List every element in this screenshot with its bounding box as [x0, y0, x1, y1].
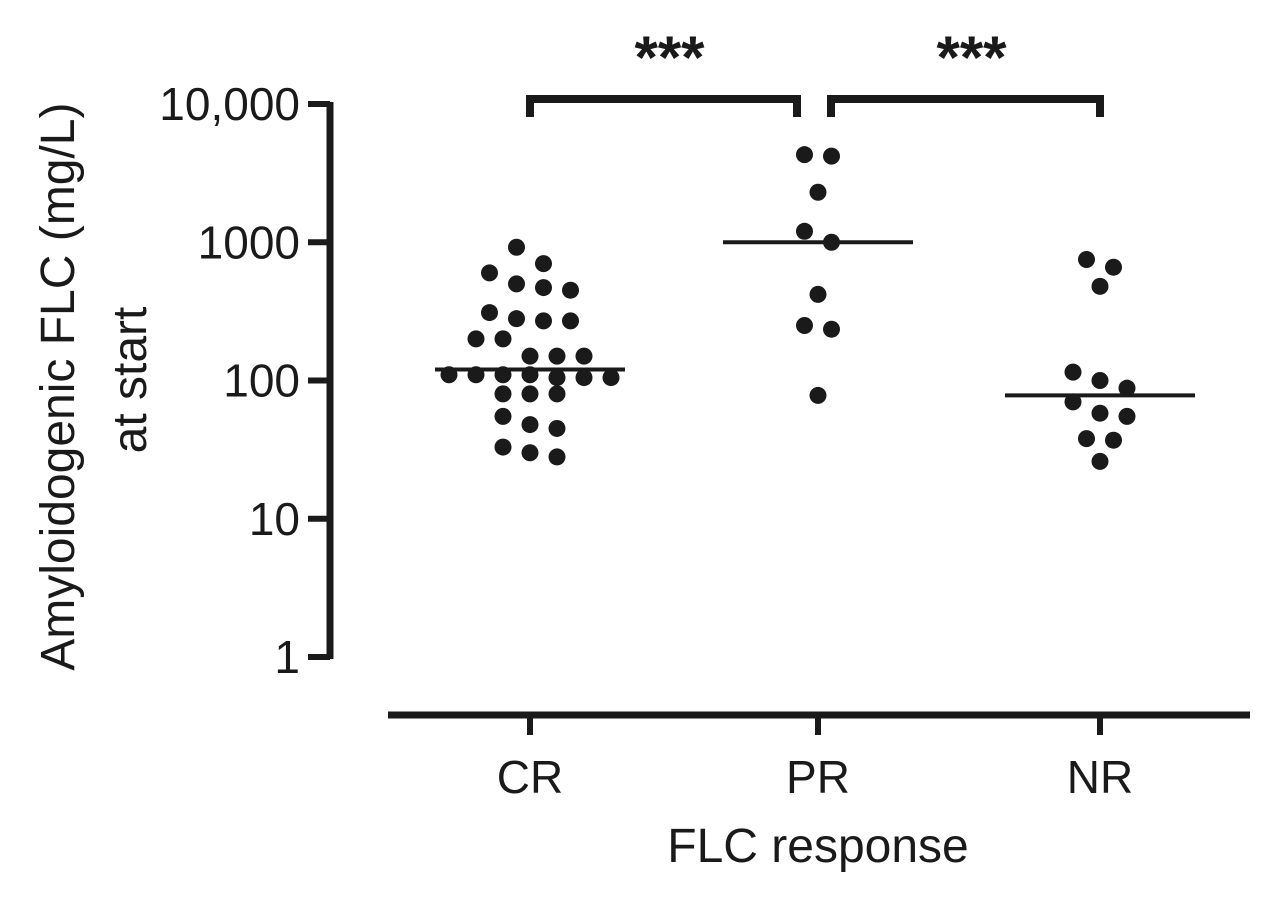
data-point-cr — [575, 347, 593, 365]
data-point-cr — [535, 279, 552, 297]
data-point-pr — [796, 146, 813, 164]
data-point-cr — [562, 312, 579, 330]
data-point-nr — [1091, 372, 1109, 389]
data-point-nr — [1118, 379, 1136, 397]
data-point-cr — [494, 385, 512, 403]
data-point-cr — [548, 369, 566, 387]
data-point-pr — [809, 183, 827, 201]
data-point-nr — [1105, 258, 1122, 276]
significance-brackets: *** *** — [526, 24, 1104, 117]
data-point-cr — [575, 369, 593, 387]
y-axis-title-line-2: at start — [104, 307, 157, 454]
y-tick-label: 10,000 — [159, 78, 300, 130]
x-axis: CR PR NR — [388, 711, 1250, 803]
data-point-pr — [823, 147, 840, 165]
significance-bracket — [827, 95, 1104, 117]
x-tick-label: CR — [497, 751, 563, 803]
data-point-nr — [1064, 363, 1082, 381]
data-point-cr — [562, 281, 579, 299]
data-point-cr — [494, 330, 512, 348]
data-point-pr — [823, 320, 840, 338]
x-tick-label: NR — [1067, 751, 1133, 803]
data-point-cr — [548, 347, 566, 365]
data-point-nr — [1078, 251, 1095, 269]
data-points — [440, 146, 1136, 470]
data-point-cr — [508, 310, 525, 328]
data-point-cr — [521, 385, 539, 403]
data-point-nr — [1118, 407, 1136, 425]
data-point-cr — [548, 419, 566, 437]
significance-label: *** — [634, 24, 705, 91]
significance-label: *** — [936, 24, 1007, 91]
data-point-cr — [535, 312, 552, 330]
data-point-cr — [481, 264, 498, 282]
data-point-pr — [796, 316, 813, 334]
data-point-cr — [521, 444, 539, 462]
data-point-pr — [809, 386, 827, 404]
data-point-pr — [809, 285, 827, 303]
data-point-nr — [1091, 452, 1109, 470]
data-point-cr — [521, 347, 539, 365]
y-axis: 1 10 100 1000 10,000 — [159, 78, 334, 683]
y-axis-title-line-1: Amyloidogenic FLC (mg/L) — [32, 103, 85, 671]
data-point-cr — [508, 275, 525, 293]
data-point-cr — [521, 416, 539, 434]
data-point-cr — [548, 385, 566, 403]
data-point-nr — [1078, 430, 1095, 448]
y-tick-label: 1 — [274, 631, 300, 683]
data-point-cr — [535, 255, 552, 273]
median-lines — [435, 240, 1195, 398]
data-point-cr — [548, 448, 566, 466]
data-point-nr — [1064, 393, 1082, 411]
y-tick-label: 100 — [223, 355, 300, 407]
data-point-nr — [1091, 404, 1109, 422]
y-tick-label: 10 — [249, 493, 300, 545]
data-point-cr — [481, 304, 498, 322]
x-tick-label: PR — [786, 751, 850, 803]
data-point-cr — [494, 438, 512, 456]
y-tick-label: 1000 — [198, 216, 300, 268]
data-point-cr — [467, 330, 485, 348]
y-axis-title: Amyloidogenic FLC (mg/L) at start — [32, 89, 157, 671]
significance-bracket — [526, 95, 801, 117]
data-point-pr — [796, 222, 813, 240]
data-point-cr — [494, 407, 512, 425]
data-point-nr — [1105, 431, 1122, 449]
data-point-nr — [1091, 277, 1109, 295]
x-axis-title: FLC response — [667, 820, 968, 873]
data-point-cr — [602, 369, 620, 387]
data-point-cr — [508, 238, 525, 256]
